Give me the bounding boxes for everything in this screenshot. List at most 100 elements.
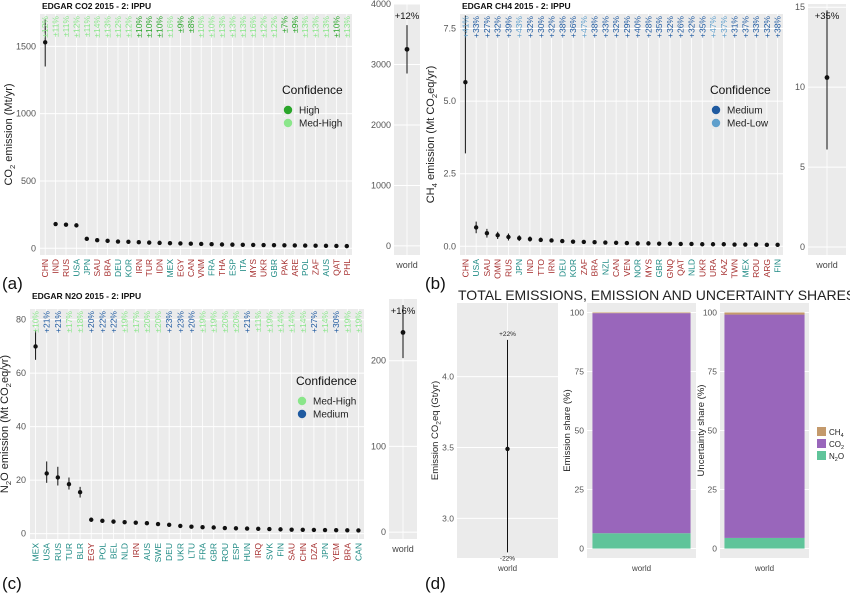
y-tick-label: 5.0: [443, 96, 456, 106]
country-label: BRA: [103, 259, 113, 277]
legend-label: CH4: [829, 428, 844, 439]
country-label: ZAF: [311, 259, 321, 275]
data-point: [646, 241, 651, 246]
plot-background: [40, 14, 352, 255]
data-point: [506, 234, 511, 240]
country-label: SVK: [264, 543, 274, 560]
legend-key: [297, 409, 307, 419]
country-label: MEX: [31, 543, 41, 562]
y-tick-label: 1000: [371, 180, 391, 190]
y-tick-label: 75: [708, 366, 718, 376]
y-axis-label: Emission CO2eq (Gt/yr): [430, 381, 442, 480]
data-point: [344, 243, 349, 249]
data-point: [256, 526, 261, 532]
panel-letter-c: (c): [2, 574, 22, 593]
data-point: [209, 242, 214, 247]
data-point: [43, 40, 48, 45]
country-label: EGY: [86, 543, 96, 561]
data-point: [292, 243, 297, 248]
country-label: THA: [217, 259, 227, 276]
data-point: [271, 242, 277, 248]
uncertainty-label: ±12%: [40, 16, 50, 38]
uncertainty-label: +20%: [186, 311, 196, 333]
panel-letter-d: (d): [425, 574, 446, 593]
country-label: ROU: [751, 259, 761, 278]
panel-b: 0.0 2.5 5.0 7.5 +41% CHN +33% USA +27% SAU +32% OMN…: [425, 1, 846, 279]
data-point: [667, 241, 673, 246]
y-tick-label: 100: [703, 307, 717, 317]
data-point: [473, 225, 479, 230]
uncertainty-label: ±19%: [342, 311, 352, 333]
panel-d: 3.0 3.5 4.0 +22% -22% world Emission CO2eq (Gt…: [430, 303, 844, 573]
y-tick-label: 0: [21, 529, 26, 539]
country-label: TUR: [144, 259, 154, 276]
uncertainty-label: +21%: [242, 311, 252, 333]
y-tick-label: 0.0: [443, 241, 456, 251]
uncertainty-label: ±19%: [264, 311, 274, 333]
uncertainty-label: ±13%: [311, 16, 321, 38]
panel-title: EDGAR CH4 2015 - 2: IPPU: [462, 1, 571, 11]
uncertainty-label: +23%: [164, 311, 174, 333]
data-point: [333, 527, 339, 533]
data-point: [166, 522, 172, 528]
data-point: [200, 525, 205, 530]
data-point: [122, 519, 127, 525]
data-point: [55, 475, 61, 480]
uncertainty-label: ±16%: [165, 16, 175, 38]
uncertainty-label: +41%: [460, 16, 470, 38]
data-point: [167, 240, 173, 246]
data-point: [323, 243, 329, 249]
country-label: YEM: [331, 543, 341, 561]
world-uncertainty: +16%: [391, 306, 416, 317]
uncertainty-label: ±10%: [207, 16, 217, 38]
uncertainty-label: ±20%: [153, 311, 163, 333]
data-point: [484, 231, 490, 236]
uncertainty-label: +21%: [42, 311, 52, 333]
y-tick-label: 3.0: [442, 513, 454, 523]
uncertainty-label: +28%: [643, 16, 653, 38]
data-point: [743, 242, 748, 247]
uncertainty-label: ±12%: [269, 16, 279, 38]
data-point: [74, 223, 79, 228]
legend-title: Confidence: [282, 83, 343, 97]
uncertainty-label: ±17%: [131, 311, 141, 333]
country-label: OMN: [493, 259, 503, 279]
y-tick-label: 0: [712, 544, 717, 554]
world-point: [824, 75, 830, 80]
y-tick-label: 1500: [16, 41, 36, 51]
label-part: N: [0, 485, 11, 493]
uncertainty-label: +38%: [773, 16, 783, 38]
data-point: [753, 242, 759, 247]
y-tick-label: 75: [575, 366, 585, 376]
country-label: DEU: [113, 259, 123, 277]
uncertainty-label: +32%: [525, 16, 535, 38]
y-tick-label: 3000: [371, 59, 391, 69]
world-uncertainty: +35%: [815, 11, 840, 22]
country-label: PHL: [342, 259, 352, 276]
uncertainty-label: +30%: [536, 16, 546, 38]
panel-title: EDGAR N2O 2015 - 2: IPPU: [32, 291, 141, 301]
uncertainty-label: ±13%: [300, 16, 310, 38]
uncertainty-label: +38%: [557, 16, 567, 38]
country-label: CHN: [298, 543, 308, 561]
y-tick-label: 1000: [16, 109, 36, 119]
country-label: UKR: [697, 259, 707, 277]
world-label: world: [815, 260, 838, 270]
country-label: ROU: [220, 543, 230, 562]
country-label: DEU: [164, 543, 174, 561]
y-tick-label: 4000: [371, 0, 391, 9]
data-point: [603, 240, 608, 245]
data-point: [635, 241, 640, 246]
uncertainty-label: ±11%: [61, 16, 71, 37]
panel-a: 0 500 1000 1500 ±12% CHN ±11% IND ±11% RUS ±12% USA…: [3, 0, 420, 278]
data-point: [463, 80, 468, 85]
y-tick-label: 25: [708, 485, 718, 495]
country-label: JPN: [514, 259, 524, 275]
world-point: [404, 46, 410, 52]
y-tick-label: 60: [16, 368, 26, 378]
data-point: [527, 236, 533, 242]
data-point: [282, 243, 287, 248]
bar-segment-co2: [724, 314, 805, 538]
